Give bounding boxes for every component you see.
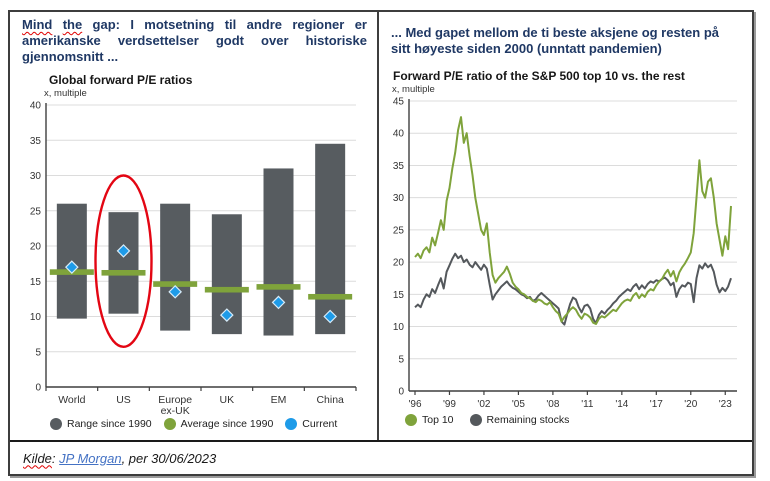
x-tick-label: '14 xyxy=(615,399,628,410)
left-header-text: gap: I motsetning til andre regioner er … xyxy=(22,17,367,65)
y-tick-label: 10 xyxy=(393,322,405,333)
average-marker xyxy=(204,287,249,293)
y-tick-label: 0 xyxy=(398,387,404,398)
average-marker xyxy=(153,281,198,288)
y-tick-label: 20 xyxy=(30,242,42,253)
average-marker xyxy=(308,294,353,300)
y-tick-label: 15 xyxy=(30,277,42,288)
left-chart-title: Global forward P/E ratios xyxy=(49,73,193,88)
legend-item-top10: Top 10 xyxy=(405,414,454,427)
legend-label: Current xyxy=(302,418,338,431)
right-chart-unit-label: x, multiple xyxy=(392,84,435,96)
x-tick-label: '02 xyxy=(477,399,490,410)
y-tick-label: 40 xyxy=(393,129,405,140)
y-tick-label: 30 xyxy=(393,193,405,204)
category-label: China xyxy=(316,394,344,406)
y-tick-label: 25 xyxy=(30,207,42,218)
source-label: Kilde xyxy=(23,450,52,466)
category-label: UK xyxy=(220,394,235,406)
source-separator: : xyxy=(51,450,56,466)
y-tick-label: 35 xyxy=(30,136,42,147)
charts-row: Mind the gap: I motsetning til andre reg… xyxy=(10,12,752,440)
left-chart-unit-label: x, multiple xyxy=(44,88,87,100)
y-tick-label: 5 xyxy=(35,348,41,359)
current-diamond xyxy=(64,260,79,275)
misspelled-word: Mind xyxy=(22,17,53,32)
source-footer: Kilde: JP Morgan, per 30/06/2023 xyxy=(10,440,752,474)
left-chart-panel: Mind the gap: I motsetning til andre reg… xyxy=(10,12,379,440)
range-legend-dot-icon xyxy=(50,418,62,431)
source-suffix: , per 30/06/2023 xyxy=(121,450,217,466)
right-chart-legend: Top 10 Remaining stocks xyxy=(405,414,752,427)
average-legend-dot-icon xyxy=(163,418,176,431)
current-diamond xyxy=(219,308,234,323)
category-label: EM xyxy=(271,394,287,406)
y-tick-label: 45 xyxy=(393,97,405,108)
x-tick-label: '99 xyxy=(443,399,456,410)
left-chart-legend: Range since 1990 Average since 1990 Curr… xyxy=(50,418,377,431)
y-tick-label: 25 xyxy=(393,226,405,237)
source-link[interactable]: JP Morgan xyxy=(59,450,122,466)
right-chart-panel: ... Med gapet mellom de ti beste aksjene… xyxy=(379,12,752,440)
range-bar xyxy=(315,144,346,335)
legend-item-range: Range since 1990 xyxy=(50,418,152,431)
category-label: World xyxy=(58,394,85,406)
range-bar xyxy=(160,204,191,331)
current-diamond xyxy=(271,295,286,310)
y-tick-label: 15 xyxy=(393,290,405,301)
y-tick-label: 35 xyxy=(393,161,405,172)
legend-item-average: Average since 1990 xyxy=(163,418,274,431)
current-diamond xyxy=(116,244,131,259)
average-marker xyxy=(256,284,301,291)
remaining-legend-dot-icon xyxy=(469,414,482,427)
current-diamond xyxy=(323,309,338,324)
misspelled-word: the xyxy=(62,17,83,32)
category-label: Europe ex-UK xyxy=(158,394,192,417)
legend-label: Remaining stocks xyxy=(486,414,570,427)
x-tick-label: '11 xyxy=(581,399,594,410)
y-tick-label: 0 xyxy=(35,383,41,394)
legend-label: Top 10 xyxy=(422,414,454,427)
average-marker xyxy=(101,270,146,276)
range-bar xyxy=(263,168,294,336)
range-bar xyxy=(108,212,139,315)
current-legend-dot-icon xyxy=(285,418,298,431)
right-header: ... Med gapet mellom de ti beste aksjene… xyxy=(391,25,719,57)
figure-frame: Mind the gap: I motsetning til andre reg… xyxy=(8,10,754,476)
top10-legend-dot-icon xyxy=(405,414,417,427)
legend-item-remaining: Remaining stocks xyxy=(469,414,570,427)
y-tick-label: 5 xyxy=(398,354,404,365)
x-tick-label: '17 xyxy=(650,399,663,410)
y-tick-label: 20 xyxy=(393,258,405,269)
y-tick-label: 30 xyxy=(30,171,42,182)
x-tick-label: '96 xyxy=(408,399,421,410)
series-line-top-10 xyxy=(414,116,732,326)
category-label: US xyxy=(116,394,131,406)
current-diamond xyxy=(168,285,183,300)
x-tick-label: '23 xyxy=(719,399,732,410)
legend-label: Range since 1990 xyxy=(67,418,152,431)
legend-label: Average since 1990 xyxy=(180,418,274,431)
right-chart-title: Forward P/E ratio of the S&P 500 top 10 … xyxy=(393,69,685,84)
x-tick-label: '05 xyxy=(512,399,525,410)
series-line-remaining-stocks xyxy=(414,252,732,326)
sp500-top10-chart: 0 5 10 15 20 25 30 35 40 45 '96 '99 '02 '05 '08 '11 '14 '… xyxy=(393,97,737,410)
y-tick-label: 10 xyxy=(30,312,42,323)
left-header: Mind the gap: I motsetning til andre reg… xyxy=(10,12,377,67)
legend-item-current: Current xyxy=(285,418,338,431)
global-pe-chart: 0 5 10 15 20 25 30 35 40 World US Europe ex-UK UK EM Ch… xyxy=(30,101,357,417)
y-tick-label: 40 xyxy=(30,101,42,112)
us-highlight-ellipse xyxy=(94,174,153,349)
x-tick-label: '08 xyxy=(546,399,559,410)
x-tick-label: '20 xyxy=(684,399,697,410)
